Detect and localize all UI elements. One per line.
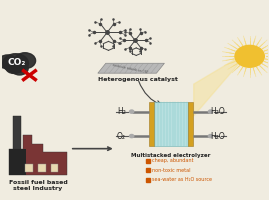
Text: CO₂: CO₂: [8, 58, 26, 67]
FancyBboxPatch shape: [149, 102, 154, 146]
Circle shape: [6, 62, 21, 73]
Text: sea-water as H₂O source: sea-water as H₂O source: [152, 177, 212, 182]
Circle shape: [14, 53, 36, 69]
Text: H₂O: H₂O: [210, 132, 225, 141]
Circle shape: [129, 134, 134, 138]
Text: O₂: O₂: [117, 132, 126, 141]
Polygon shape: [98, 63, 164, 73]
Circle shape: [129, 110, 134, 113]
Text: Fossil fuel based
steel Industry: Fossil fuel based steel Industry: [9, 180, 67, 191]
Circle shape: [3, 54, 29, 73]
FancyBboxPatch shape: [38, 164, 46, 171]
Circle shape: [235, 45, 264, 67]
Text: H₂: H₂: [117, 107, 126, 116]
FancyBboxPatch shape: [188, 102, 193, 146]
Text: Multistacked electrolyzer: Multistacked electrolyzer: [131, 153, 211, 158]
Text: molecule adsorb on CNT: molecule adsorb on CNT: [111, 63, 148, 74]
Circle shape: [11, 62, 28, 75]
FancyBboxPatch shape: [13, 116, 21, 155]
Text: non-toxic metal: non-toxic metal: [152, 168, 190, 173]
Circle shape: [208, 110, 213, 113]
Text: H₂O: H₂O: [210, 107, 225, 116]
Polygon shape: [9, 149, 26, 175]
Circle shape: [208, 134, 213, 138]
FancyBboxPatch shape: [154, 102, 188, 146]
Text: Heterogenous catalyst: Heterogenous catalyst: [98, 77, 178, 82]
Polygon shape: [9, 135, 67, 175]
FancyBboxPatch shape: [25, 164, 33, 171]
Circle shape: [0, 55, 17, 69]
FancyBboxPatch shape: [51, 164, 58, 171]
Polygon shape: [194, 55, 242, 116]
Text: cheap, abundant: cheap, abundant: [152, 158, 193, 163]
